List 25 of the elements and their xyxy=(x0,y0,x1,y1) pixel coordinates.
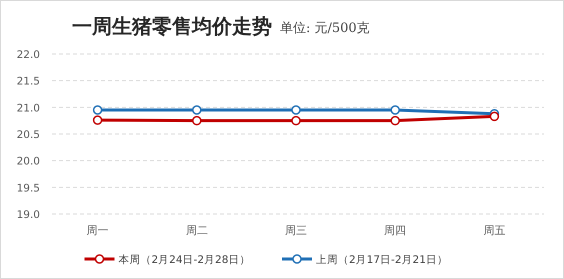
y-tick-label: 22.0 xyxy=(16,49,40,61)
chart-subtitle: 单位: 元/500克 xyxy=(280,21,370,36)
chart-title: 一周生猪零售均价走势 xyxy=(72,14,272,38)
point xyxy=(92,105,102,115)
point xyxy=(291,105,301,115)
y-tick-label: 21.0 xyxy=(16,102,40,114)
y-tick-label: 19.5 xyxy=(16,182,40,194)
point xyxy=(291,116,301,126)
x-tick-label: 周五 xyxy=(483,224,506,237)
y-tick-label: 20.0 xyxy=(16,156,40,168)
x-tick-label: 周二 xyxy=(186,224,208,237)
point xyxy=(192,116,202,126)
point xyxy=(192,105,202,115)
x-tick-label: 周一 xyxy=(86,224,109,237)
y-tick-label: 20.5 xyxy=(16,129,40,141)
point xyxy=(390,116,400,126)
y-tick-label: 21.5 xyxy=(16,76,40,88)
point xyxy=(390,105,400,115)
legend-label: 本周（2月24日-2月28日） xyxy=(118,253,250,266)
x-tick-label: 周三 xyxy=(285,224,307,237)
point xyxy=(92,115,102,125)
y-tick-label: 19.0 xyxy=(16,209,40,221)
legend-label: 上周（2月17日-2月21日） xyxy=(316,253,448,266)
point xyxy=(490,112,500,122)
x-tick-label: 周四 xyxy=(384,224,406,237)
